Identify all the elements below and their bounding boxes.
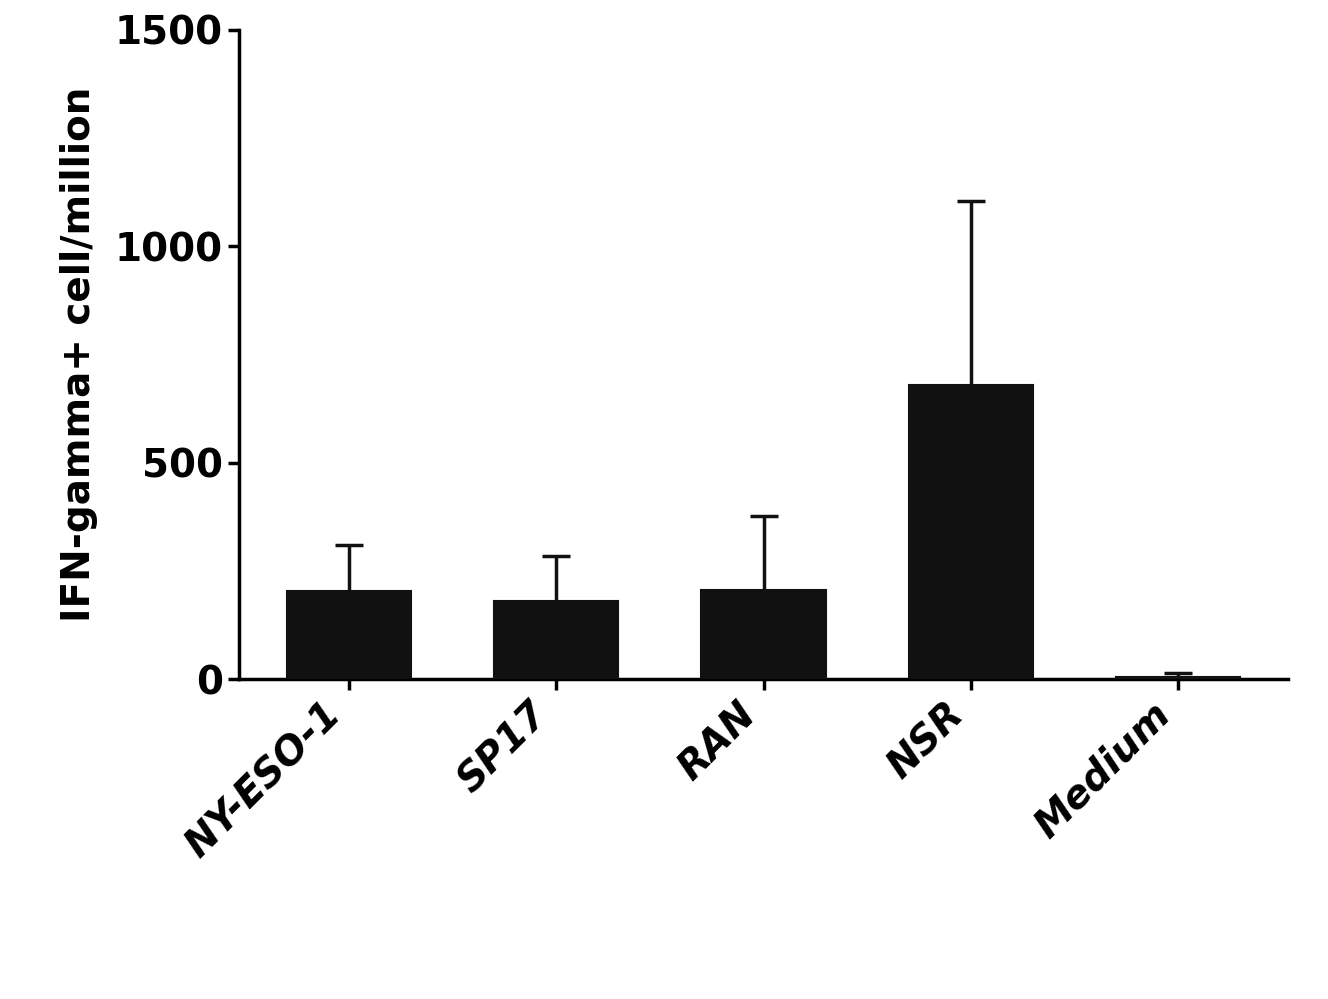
Bar [287,590,412,679]
Bar [908,385,1033,679]
Bar [701,589,826,679]
Y-axis label: IFN-gamma+ cell/million: IFN-gamma+ cell/million [60,87,98,622]
Bar [494,600,619,679]
Bar [1116,677,1240,679]
